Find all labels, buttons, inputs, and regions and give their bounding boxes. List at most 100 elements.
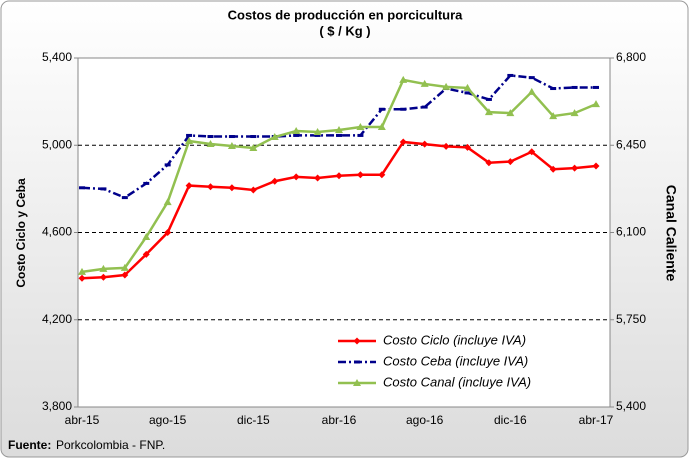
marker xyxy=(207,183,214,191)
y2-tick-label: 6,450 xyxy=(616,137,646,151)
marker xyxy=(185,182,193,190)
marker xyxy=(528,76,535,80)
marker xyxy=(485,159,493,167)
y2-axis-label: Canal Caliente xyxy=(663,185,679,282)
legend-label: Costo Canal (incluye IVA) xyxy=(383,374,531,389)
marker xyxy=(336,133,342,137)
marker xyxy=(356,123,365,131)
marker xyxy=(571,164,579,172)
legend-label: Costo Ciclo (incluye IVA) xyxy=(383,332,526,347)
marker xyxy=(314,133,321,137)
marker xyxy=(507,73,514,77)
x-tick-label: abr-17 xyxy=(579,413,614,427)
marker xyxy=(484,108,493,116)
marker xyxy=(549,165,557,173)
marker xyxy=(100,187,107,191)
marker xyxy=(78,274,86,282)
marker xyxy=(335,172,343,180)
x-tick-label: ago-15 xyxy=(149,413,187,427)
y-tick-label: 5,400 xyxy=(42,50,72,64)
legend-label: Costo Ceba (incluye IVA) xyxy=(383,353,528,368)
y-tick-label: 5,000 xyxy=(42,137,72,151)
marker xyxy=(464,143,471,151)
marker xyxy=(442,142,450,150)
marker xyxy=(121,196,128,200)
marker xyxy=(249,143,258,151)
x-tick-label: abr-15 xyxy=(65,413,100,427)
marker xyxy=(378,107,385,111)
marker xyxy=(550,87,557,91)
marker xyxy=(292,173,300,181)
marker xyxy=(420,79,429,87)
marker xyxy=(527,87,536,95)
marker xyxy=(142,232,151,240)
marker xyxy=(549,112,558,120)
y-tick-label: 3,800 xyxy=(42,399,72,413)
marker xyxy=(78,267,86,275)
marker xyxy=(163,198,172,206)
marker xyxy=(399,138,407,146)
marker xyxy=(121,271,129,279)
marker xyxy=(421,105,428,109)
x-tick-label: dic-16 xyxy=(494,413,527,427)
y2-tick-label: 6,800 xyxy=(616,50,646,64)
marker xyxy=(228,184,236,192)
marker xyxy=(228,135,235,139)
marker xyxy=(186,133,193,137)
marker xyxy=(463,83,472,91)
marker xyxy=(164,229,172,236)
marker xyxy=(185,137,194,145)
marker xyxy=(464,91,471,95)
marker xyxy=(421,140,429,148)
marker xyxy=(353,337,361,345)
marker xyxy=(79,186,85,190)
x-tick-label: ago-16 xyxy=(406,413,444,427)
marker xyxy=(354,360,360,364)
y-axis-label: Costo Ciclo y Ceba xyxy=(14,178,28,288)
marker xyxy=(335,126,343,134)
marker xyxy=(206,140,215,148)
y2-tick-label: 5,400 xyxy=(616,399,646,413)
x-tick-label: abr-16 xyxy=(322,413,357,427)
y2-tick-label: 5,750 xyxy=(616,312,646,326)
y2-tick-label: 6,100 xyxy=(616,225,646,239)
marker xyxy=(357,133,364,137)
marker xyxy=(120,263,129,271)
source-label: Fuente: xyxy=(8,438,51,452)
marker xyxy=(400,107,407,111)
marker xyxy=(506,158,514,166)
marker xyxy=(570,109,579,117)
marker xyxy=(270,133,279,141)
chart-subtitle: ( $ / Kg ) xyxy=(319,23,370,38)
y-tick-label: 4,600 xyxy=(42,225,72,239)
chart-title: Costos de producción en porcicultura xyxy=(228,7,464,22)
y-tick-label: 4,200 xyxy=(42,312,72,326)
marker xyxy=(314,174,322,182)
marker xyxy=(250,135,257,139)
marker xyxy=(292,127,301,135)
marker xyxy=(164,163,171,167)
marker xyxy=(378,171,386,179)
marker xyxy=(271,177,279,185)
marker xyxy=(356,171,364,179)
marker xyxy=(99,264,108,272)
marker xyxy=(227,141,236,149)
marker xyxy=(377,123,386,131)
marker xyxy=(143,181,150,185)
marker xyxy=(313,128,322,136)
marker xyxy=(592,100,600,108)
marker xyxy=(99,273,107,281)
marker xyxy=(506,109,515,117)
marker xyxy=(353,379,361,386)
x-tick-label: dic-15 xyxy=(237,413,270,427)
marker xyxy=(442,82,451,90)
marker xyxy=(207,135,214,139)
marker xyxy=(528,148,536,156)
marker xyxy=(142,250,150,258)
marker xyxy=(593,85,599,89)
marker xyxy=(571,85,578,89)
marker xyxy=(293,133,300,137)
source: Porkcolombia - FNP. xyxy=(56,438,165,452)
marker xyxy=(592,162,600,170)
